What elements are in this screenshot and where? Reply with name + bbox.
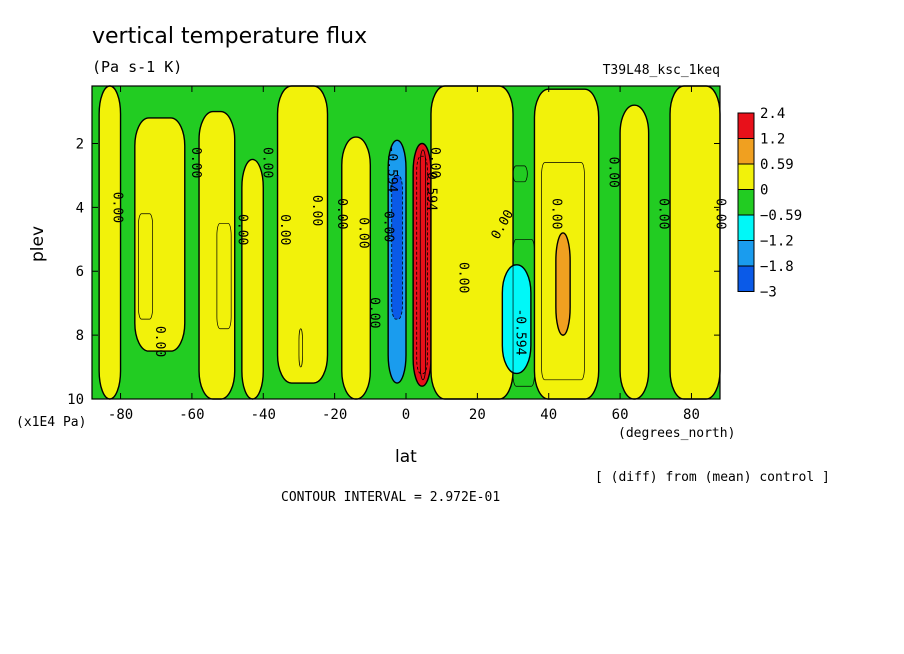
field-region-0: [98, 85, 122, 400]
field-region-3: [241, 158, 264, 400]
x-tick-label-4: 0: [402, 407, 410, 423]
field-core-1: [416, 155, 428, 374]
contour-label-10: 0.00: [427, 147, 442, 178]
colorbar-label-3: 0: [760, 183, 768, 199]
contour-label-8: 0.00: [356, 217, 371, 248]
diff-note: [ (diff) from (mean) control ]: [595, 470, 830, 485]
contour-label-17: -0.594: [384, 146, 399, 193]
x-tick-label-6: 40: [540, 407, 557, 423]
y-tick-label-0: 2: [76, 136, 84, 152]
colorbar-swatch-2: [737, 163, 755, 190]
y-tick-label-4: 10: [67, 392, 84, 408]
x-axis-units: (degrees_north): [618, 426, 736, 441]
x-tick-label-0: -80: [108, 407, 133, 423]
contour-label-2: 0.00: [188, 147, 203, 178]
colorbar-swatch-0: [737, 112, 755, 139]
x-tick-label-7: 60: [612, 407, 629, 423]
contour-label-7: 0.00: [334, 198, 349, 229]
y-tick-label-1: 4: [76, 200, 84, 216]
y-tick-label-2: 6: [76, 264, 84, 280]
contour-label-20: 0.00: [381, 211, 396, 242]
field-region-9: [501, 264, 532, 375]
colorbar-label-2: 0.59: [760, 157, 794, 173]
contour-label-12: 0.00: [548, 198, 563, 229]
y-axis-units: (x1E4 Pa): [16, 415, 87, 430]
contour-label-5: 0.00: [277, 214, 292, 245]
colorbar-label-1: 1.2: [760, 132, 785, 148]
contour-interval: CONTOUR INTERVAL = 2.972E-01: [281, 490, 501, 505]
field-region-11: [555, 232, 571, 336]
contour-label-9: 0.00: [366, 297, 381, 328]
colorbar-label-6: −1.8: [760, 259, 794, 275]
colorbar-label-7: −3: [760, 285, 777, 301]
x-tick-label-5: 20: [469, 407, 486, 423]
contour-label-14: 0.00: [655, 198, 670, 229]
x-tick-label-3: -20: [322, 407, 347, 423]
contour-label-16: -0.594: [513, 308, 528, 355]
contour-label-1: 0.00: [152, 326, 167, 357]
chart-title: vertical temperature flux: [92, 24, 368, 49]
contour-label-18: 0.594: [423, 172, 438, 211]
contour-line-1: [216, 222, 232, 330]
field-core-2: [419, 149, 427, 381]
x-tick-label-2: -40: [251, 407, 276, 423]
chart-units: (Pa s-1 K): [92, 58, 183, 76]
colorbar-swatch-5: [737, 240, 755, 267]
contour-line-2: [298, 328, 303, 368]
colorbar-swatch-3: [737, 189, 755, 216]
contour-label-6: 0.00: [309, 195, 324, 226]
contour-label-0: 0.00: [109, 192, 124, 223]
field-core-0: [391, 175, 403, 320]
x-tick-label-8: 80: [683, 407, 700, 423]
field-region-5: [341, 136, 372, 400]
colorbar-swatch-6: [737, 265, 755, 292]
colorbar-label-5: −1.2: [760, 234, 794, 250]
x-tick-label-1: -60: [179, 407, 204, 423]
contour-label-13: 0.00: [605, 157, 620, 188]
colorbar-label-0: 2.4: [760, 106, 785, 122]
contour-line-5: [512, 165, 528, 183]
contour-label-11: 0.00: [456, 262, 471, 293]
run-label: T39L48_ksc_1keq: [602, 63, 720, 78]
field-region-13: [669, 85, 721, 400]
contour-label-3: 0.00: [234, 214, 249, 245]
colorbar-label-4: −0.59: [760, 208, 802, 224]
contour-line-0: [138, 213, 154, 320]
field-region-12: [619, 104, 650, 400]
contour-label-15: 0.00: [712, 198, 727, 229]
field-region-1: [134, 117, 186, 352]
contour-line-3: [512, 238, 535, 387]
x-axis-label: lat: [395, 447, 417, 467]
contour-line-4: [541, 162, 585, 381]
colorbar-swatch-1: [737, 138, 755, 165]
y-tick-label-3: 8: [76, 328, 84, 344]
contour-label-4: 0.00: [259, 147, 274, 178]
colorbar-swatch-4: [737, 214, 755, 241]
